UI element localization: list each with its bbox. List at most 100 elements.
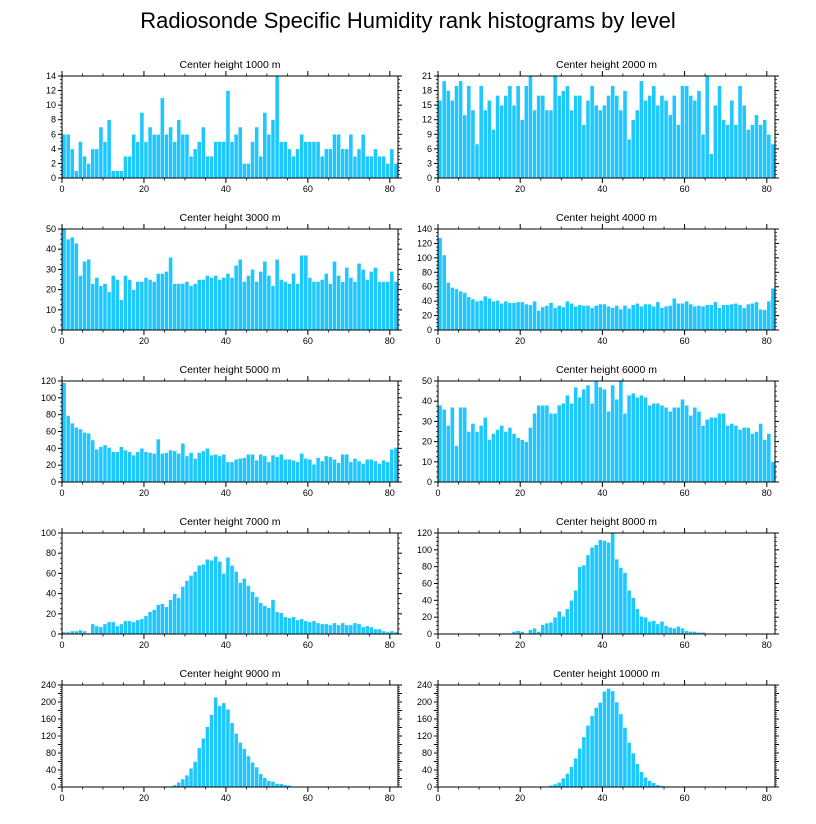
histogram-bar	[536, 404, 541, 483]
histogram-bar	[663, 100, 669, 179]
histogram-bar	[700, 305, 706, 331]
histogram-bar	[94, 625, 100, 635]
histogram-bar	[180, 283, 186, 331]
histogram-bar	[462, 407, 468, 483]
histogram-bar	[90, 623, 96, 635]
histogram-bar	[622, 90, 628, 179]
histogram-bar	[639, 80, 644, 179]
histogram-bar	[283, 281, 288, 331]
histogram-bar	[478, 425, 484, 483]
histogram-bar	[98, 126, 104, 179]
histogram-bar	[131, 289, 137, 331]
histogram-bar	[106, 621, 112, 635]
y-tick-label: 0	[427, 782, 432, 792]
histogram-bar	[606, 305, 611, 331]
histogram-bar	[106, 291, 112, 331]
histogram-bar	[221, 141, 227, 179]
histogram-bar	[102, 283, 108, 331]
x-tick-label: 20	[139, 184, 149, 194]
histogram-bar	[507, 85, 513, 179]
histogram-bar	[610, 690, 615, 788]
histogram-bar	[201, 279, 206, 331]
histogram-bar	[143, 141, 149, 179]
y-tick-label: 20	[422, 311, 432, 321]
histogram-panel-9: Center height 9000 m 0 20 40 60 80 0 40 80 120 160…	[41, 668, 402, 803]
histogram-bar	[176, 597, 182, 635]
x-tick-label: 20	[139, 488, 149, 498]
histogram-bar	[143, 277, 149, 331]
x-tick-label: 20	[139, 336, 149, 346]
histogram-bar	[717, 413, 722, 483]
histogram-bar	[328, 283, 333, 331]
histogram-bar	[258, 453, 264, 483]
histogram-bar	[593, 104, 599, 179]
x-tick-label: 0	[435, 336, 440, 346]
histogram-bar	[356, 623, 362, 635]
histogram-bar	[115, 451, 120, 483]
histogram-bar	[352, 281, 358, 331]
histogram-bar	[340, 281, 345, 331]
y-tick-label: 80	[46, 548, 56, 558]
y-tick-label: 120	[41, 731, 56, 741]
histogram-bar	[581, 564, 587, 635]
histogram-bar	[573, 386, 578, 483]
y-tick-label: 20	[46, 609, 56, 619]
histogram-bar	[188, 575, 194, 635]
histogram-bar	[696, 305, 702, 331]
histogram-bar	[278, 279, 284, 331]
y-tick-label: 100	[417, 545, 432, 555]
histogram-bar	[507, 302, 513, 331]
histogram-bar	[630, 119, 636, 179]
panel-title: Center height 8000 m	[556, 516, 657, 528]
histogram-bar	[741, 427, 747, 483]
y-tick-label: 15	[422, 100, 432, 110]
x-tick-label: 40	[597, 793, 607, 803]
histogram-bar	[651, 620, 657, 635]
panel-title: Center height 3000 m	[180, 212, 281, 224]
histogram-bar	[369, 626, 374, 635]
histogram-bar	[651, 85, 657, 179]
histogram-bar	[441, 409, 447, 483]
histogram-bar	[672, 627, 677, 635]
histogram-bar	[758, 124, 763, 179]
histogram-bar	[213, 453, 218, 483]
histogram-bar	[323, 148, 329, 179]
histogram-bar	[491, 300, 496, 331]
histogram-bar	[762, 309, 768, 331]
histogram-bar	[708, 417, 714, 483]
histogram-bar	[221, 702, 227, 788]
histogram-bar	[78, 141, 83, 179]
histogram-bar	[323, 273, 329, 331]
x-tick-label: 20	[515, 184, 525, 194]
x-tick-label: 40	[221, 488, 231, 498]
x-tick-label: 80	[385, 184, 395, 194]
histogram-bar	[454, 85, 459, 179]
y-tick-label: 40	[46, 443, 56, 453]
histogram-bar	[258, 773, 264, 788]
histogram-bar	[303, 620, 309, 635]
histogram-bar	[569, 766, 574, 788]
histogram-bar	[524, 441, 529, 483]
histogram-bar	[614, 701, 620, 788]
histogram-bar	[311, 620, 317, 635]
histogram-bar	[283, 459, 288, 483]
histogram-bar	[585, 554, 591, 635]
histogram-bar	[750, 433, 755, 483]
histogram-bar	[213, 697, 218, 788]
histogram-bar	[585, 725, 591, 788]
histogram-bar	[246, 453, 251, 483]
histogram-bar	[377, 628, 382, 635]
histogram-bar	[598, 303, 603, 331]
histogram-bar	[680, 303, 685, 331]
y-tick-label: 8	[51, 115, 56, 125]
histogram-bar	[377, 463, 382, 483]
histogram-bar	[610, 384, 615, 483]
histogram-bar	[143, 615, 149, 635]
histogram-bar	[192, 761, 198, 788]
histogram-bar	[160, 603, 165, 635]
histogram-bar	[233, 571, 239, 635]
histogram-bar	[766, 300, 772, 331]
histogram-bar	[737, 304, 743, 331]
histogram-bar	[441, 80, 447, 179]
histogram-bar	[569, 303, 574, 331]
